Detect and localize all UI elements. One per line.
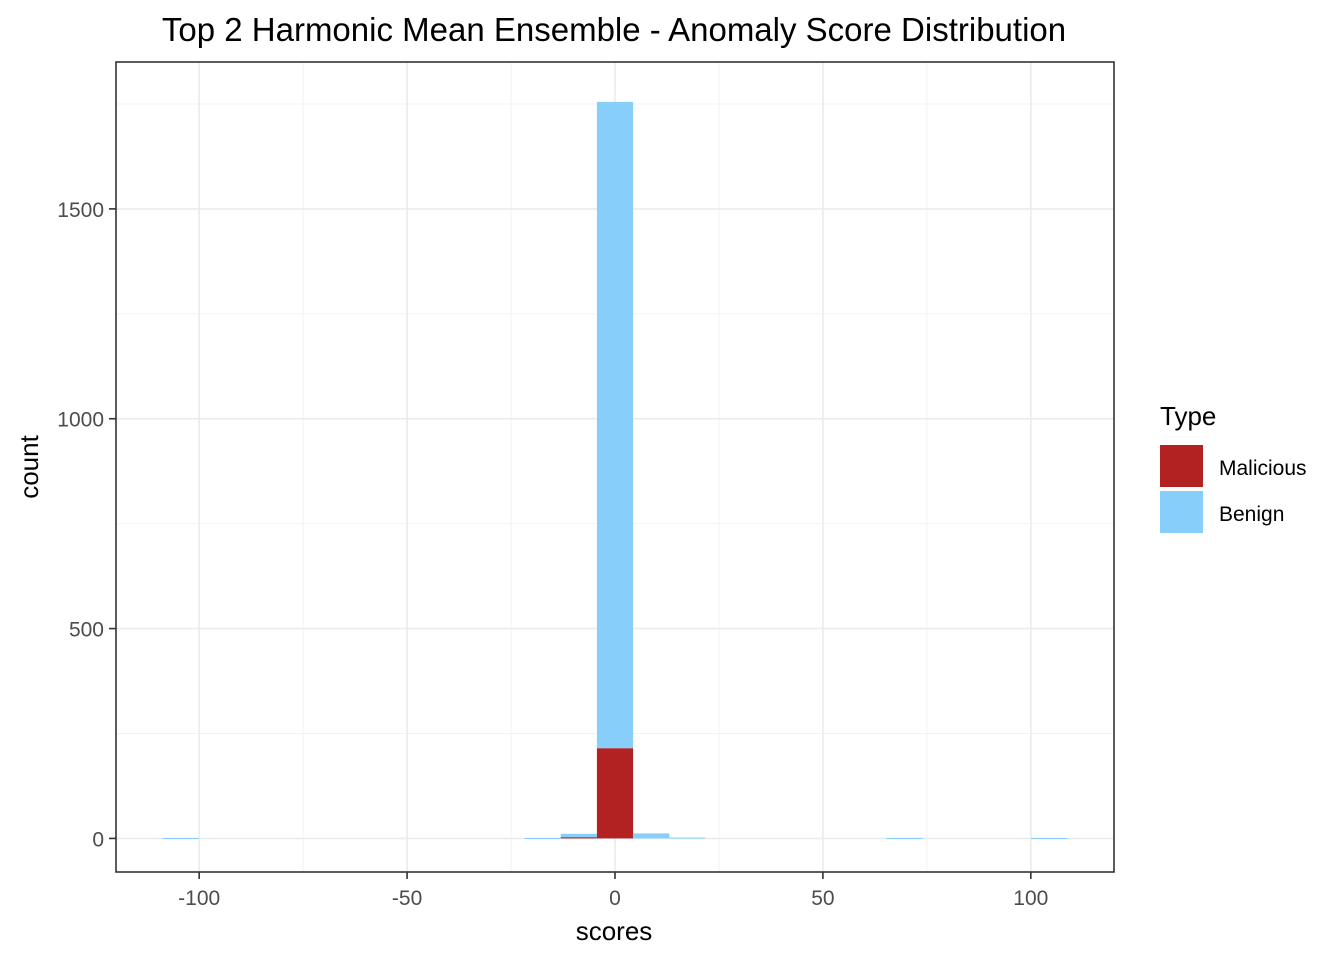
bar-benign — [669, 837, 706, 839]
bar-benign — [596, 101, 634, 749]
x-axis: -100 -50 0 50 100 — [178, 872, 1048, 910]
x-tick-label: -50 — [392, 887, 422, 910]
y-tick-label: 1000 — [57, 409, 104, 432]
y-tick-label: 500 — [69, 619, 104, 642]
legend-title: Type — [1160, 401, 1216, 431]
chart-title: Top 2 Harmonic Mean Ensemble - Anomaly S… — [162, 11, 1066, 48]
x-tick-label: -100 — [178, 887, 220, 910]
bar-benign — [524, 838, 561, 840]
histogram-bars — [162, 101, 1068, 840]
x-tick-label: 100 — [1013, 887, 1048, 910]
legend-key-benign — [1160, 491, 1203, 533]
y-axis: 0 500 1000 1500 — [57, 199, 116, 851]
bar-benign — [886, 838, 923, 840]
bar-benign — [633, 833, 670, 839]
bar-malicious — [560, 837, 597, 839]
legend-key-malicious — [1160, 445, 1203, 487]
y-axis-title: count — [14, 434, 44, 498]
bar-benign — [1031, 838, 1068, 840]
x-tick-label: 0 — [609, 887, 621, 910]
y-tick-label: 1500 — [57, 199, 104, 222]
y-tick-label: 0 — [92, 828, 104, 851]
legend-label-benign: Benign — [1219, 503, 1284, 526]
legend: Type Malicious Benign — [1160, 401, 1307, 533]
bar-malicious — [596, 748, 634, 839]
bar-benign — [560, 833, 597, 838]
x-tick-label: 50 — [811, 887, 834, 910]
legend-label-malicious: Malicious — [1219, 457, 1307, 480]
bar-benign — [162, 838, 199, 840]
x-axis-title: scores — [576, 916, 653, 946]
